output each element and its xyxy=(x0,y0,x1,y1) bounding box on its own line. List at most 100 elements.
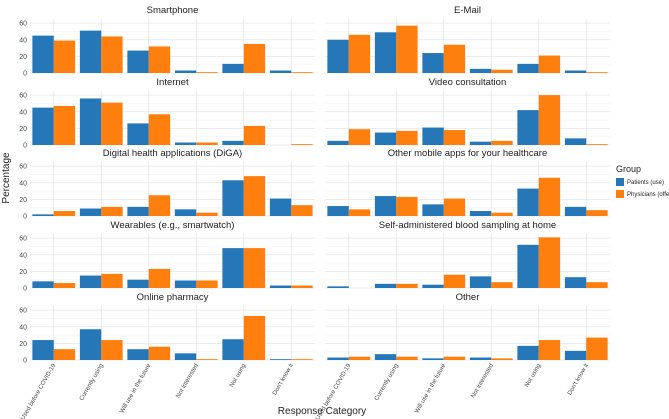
bar-physicians xyxy=(491,69,513,73)
bar-physicians xyxy=(586,282,608,288)
bar-physicians xyxy=(196,72,218,73)
x-tick-label: Will use in the future xyxy=(118,362,152,415)
bar-patients xyxy=(127,50,149,73)
x-tick-label: Currently using xyxy=(78,362,105,402)
bar-physicians xyxy=(443,44,466,73)
bar-patients xyxy=(269,70,292,73)
bar-patients xyxy=(79,329,102,360)
bar-patients xyxy=(32,340,54,360)
y-axis-title: Percentage xyxy=(1,152,12,204)
bar-patients xyxy=(79,208,102,216)
bar-patients xyxy=(327,286,349,288)
y-tick-label: 20 xyxy=(19,126,27,133)
legend-label: Physicians (offer) xyxy=(627,192,669,198)
bar-physicians xyxy=(538,237,561,288)
y-tick-label: 20 xyxy=(19,197,27,204)
bar-patients xyxy=(79,30,102,74)
x-tick-label: Not interested xyxy=(470,362,496,399)
bar-physicians xyxy=(291,72,313,73)
bar-patients xyxy=(374,196,397,216)
y-tick-label: 0 xyxy=(23,286,27,293)
bar-patients xyxy=(222,248,244,288)
bar-patients xyxy=(422,127,444,145)
bar-patients xyxy=(269,198,292,216)
x-tick-label: Don't know it xyxy=(271,362,295,396)
y-tick-label: 60 xyxy=(19,21,27,28)
bar-patients xyxy=(127,123,149,145)
panel-4: Digital health applications (DiGA) 0 20 40 6… xyxy=(19,148,315,221)
x-axis-title: Response Category xyxy=(278,406,366,417)
bar-patients xyxy=(374,354,397,360)
bar-patients xyxy=(422,358,444,360)
bar-physicians xyxy=(443,198,466,216)
bar-patients xyxy=(32,281,54,288)
bar-patients xyxy=(374,283,397,288)
bar-patients xyxy=(79,98,102,145)
panel-7: Self-administered blood sampling at home xyxy=(325,220,610,289)
legend: Group Patients (use) Physicians (offer) xyxy=(616,164,669,198)
bar-physicians xyxy=(53,211,76,216)
panel-1: E-Mail xyxy=(325,5,610,74)
legend-swatch xyxy=(616,178,624,186)
legend-title: Group xyxy=(616,164,641,174)
x-tick-label: Currently using xyxy=(373,362,400,402)
bar-patients xyxy=(469,68,492,73)
bar-physicians xyxy=(291,285,313,288)
panel-title: Other mobile apps for your healthcare xyxy=(388,148,547,159)
y-tick-label: 0 xyxy=(23,214,27,221)
bar-patients xyxy=(327,206,349,216)
y-tick-label: 40 xyxy=(19,180,27,187)
bar-physicians xyxy=(348,129,371,145)
bar-patients xyxy=(222,140,244,145)
bar-physicians xyxy=(538,177,561,216)
bar-patients xyxy=(79,275,102,288)
legend-label: Patients (use) xyxy=(627,180,664,186)
bar-patients xyxy=(327,357,349,360)
bar-physicians xyxy=(491,140,513,145)
bar-physicians xyxy=(53,105,76,145)
panel-8: Online pharmacy 0 20 40 60 Used before COVID-… xyxy=(19,292,315,419)
bar-physicians xyxy=(396,283,418,288)
bar-physicians xyxy=(196,212,218,216)
y-tick-label: 60 xyxy=(19,308,27,315)
y-tick-label: 0 xyxy=(23,143,27,150)
panel-3: Video consultation xyxy=(325,77,610,146)
bar-physicians xyxy=(243,248,266,288)
panel-0: Smartphone 0 20 40 60 xyxy=(19,5,315,78)
y-tick-label: 40 xyxy=(19,252,27,259)
bar-patients xyxy=(269,285,292,288)
x-tick-label: Don't know it xyxy=(566,362,590,396)
bar-physicians xyxy=(586,337,608,360)
bar-patients xyxy=(564,138,587,145)
bar-patients xyxy=(564,70,587,73)
bar-physicians xyxy=(586,144,608,145)
bar-physicians xyxy=(586,72,608,73)
panel-title: Video consultation xyxy=(429,77,506,88)
bar-patients xyxy=(422,53,444,73)
x-tick-label: Will use in the future xyxy=(413,362,447,415)
y-tick-label: 0 xyxy=(23,71,27,78)
bar-patients xyxy=(469,276,492,288)
bar-patients xyxy=(564,277,587,288)
bar-patients xyxy=(374,132,397,145)
bar-patients xyxy=(374,32,397,73)
bar-patients xyxy=(327,39,349,73)
bar-patients xyxy=(32,107,54,145)
bar-physicians xyxy=(538,340,561,360)
bar-physicians xyxy=(396,130,418,145)
bar-physicians xyxy=(291,144,313,145)
panel-5: Other mobile apps for your healthcare xyxy=(325,148,610,217)
bar-physicians xyxy=(243,43,266,73)
bar-physicians xyxy=(148,268,171,288)
bar-physicians xyxy=(396,25,418,73)
bar-patients xyxy=(517,345,539,360)
bar-patients xyxy=(127,349,149,360)
bar-patients xyxy=(174,142,197,145)
bar-physicians xyxy=(53,40,76,73)
y-tick-label: 20 xyxy=(19,269,27,276)
bar-physicians xyxy=(443,274,466,288)
bar-physicians xyxy=(243,125,266,145)
bar-physicians xyxy=(243,315,266,360)
bar-patients xyxy=(422,204,444,216)
